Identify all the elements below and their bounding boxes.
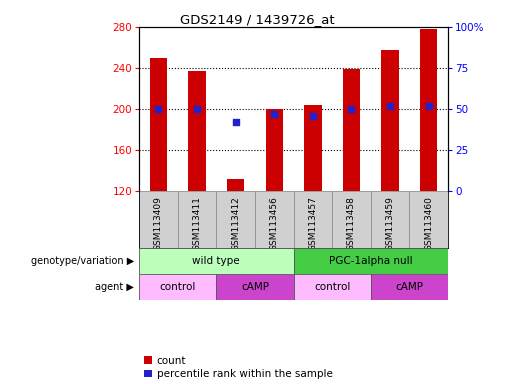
Point <box>386 103 394 109</box>
Bar <box>294 274 371 300</box>
Text: GSM113457: GSM113457 <box>308 196 317 251</box>
Text: GSM113456: GSM113456 <box>270 196 279 251</box>
Text: PGC-1alpha null: PGC-1alpha null <box>329 256 413 266</box>
Text: GDS2149 / 1439726_at: GDS2149 / 1439726_at <box>180 13 335 26</box>
Bar <box>332 192 371 248</box>
Text: agent ▶: agent ▶ <box>95 281 134 292</box>
Bar <box>216 192 255 248</box>
Bar <box>150 58 167 192</box>
Text: cAMP: cAMP <box>396 281 423 292</box>
Bar <box>255 192 294 248</box>
Legend: count, percentile rank within the sample: count, percentile rank within the sample <box>144 356 333 379</box>
Bar <box>343 69 360 192</box>
Text: wild type: wild type <box>193 256 240 266</box>
Bar <box>294 248 448 274</box>
Point <box>424 103 433 109</box>
Text: GSM113458: GSM113458 <box>347 196 356 251</box>
Bar <box>304 105 321 192</box>
Text: cAMP: cAMP <box>241 281 269 292</box>
Bar <box>139 192 178 248</box>
Bar <box>139 248 294 274</box>
Text: GSM113411: GSM113411 <box>193 196 201 251</box>
Bar <box>188 71 205 192</box>
Point <box>232 119 240 126</box>
Text: control: control <box>160 281 196 292</box>
Text: GSM113409: GSM113409 <box>154 196 163 251</box>
Bar <box>371 192 409 248</box>
Point <box>154 106 163 112</box>
Text: GSM113459: GSM113459 <box>386 196 394 251</box>
Bar <box>266 109 283 192</box>
Point <box>309 113 317 119</box>
Bar <box>227 179 244 192</box>
Bar <box>139 274 216 300</box>
Bar <box>216 274 294 300</box>
Bar <box>420 29 437 192</box>
Text: GSM113412: GSM113412 <box>231 196 240 251</box>
Point <box>193 106 201 112</box>
Text: GSM113460: GSM113460 <box>424 196 433 251</box>
Bar <box>382 50 399 192</box>
Bar <box>371 274 448 300</box>
Bar <box>178 192 216 248</box>
Point <box>347 106 355 112</box>
Text: genotype/variation ▶: genotype/variation ▶ <box>31 256 134 266</box>
Bar <box>409 192 448 248</box>
Text: control: control <box>314 281 350 292</box>
Bar <box>294 192 332 248</box>
Point <box>270 111 278 117</box>
